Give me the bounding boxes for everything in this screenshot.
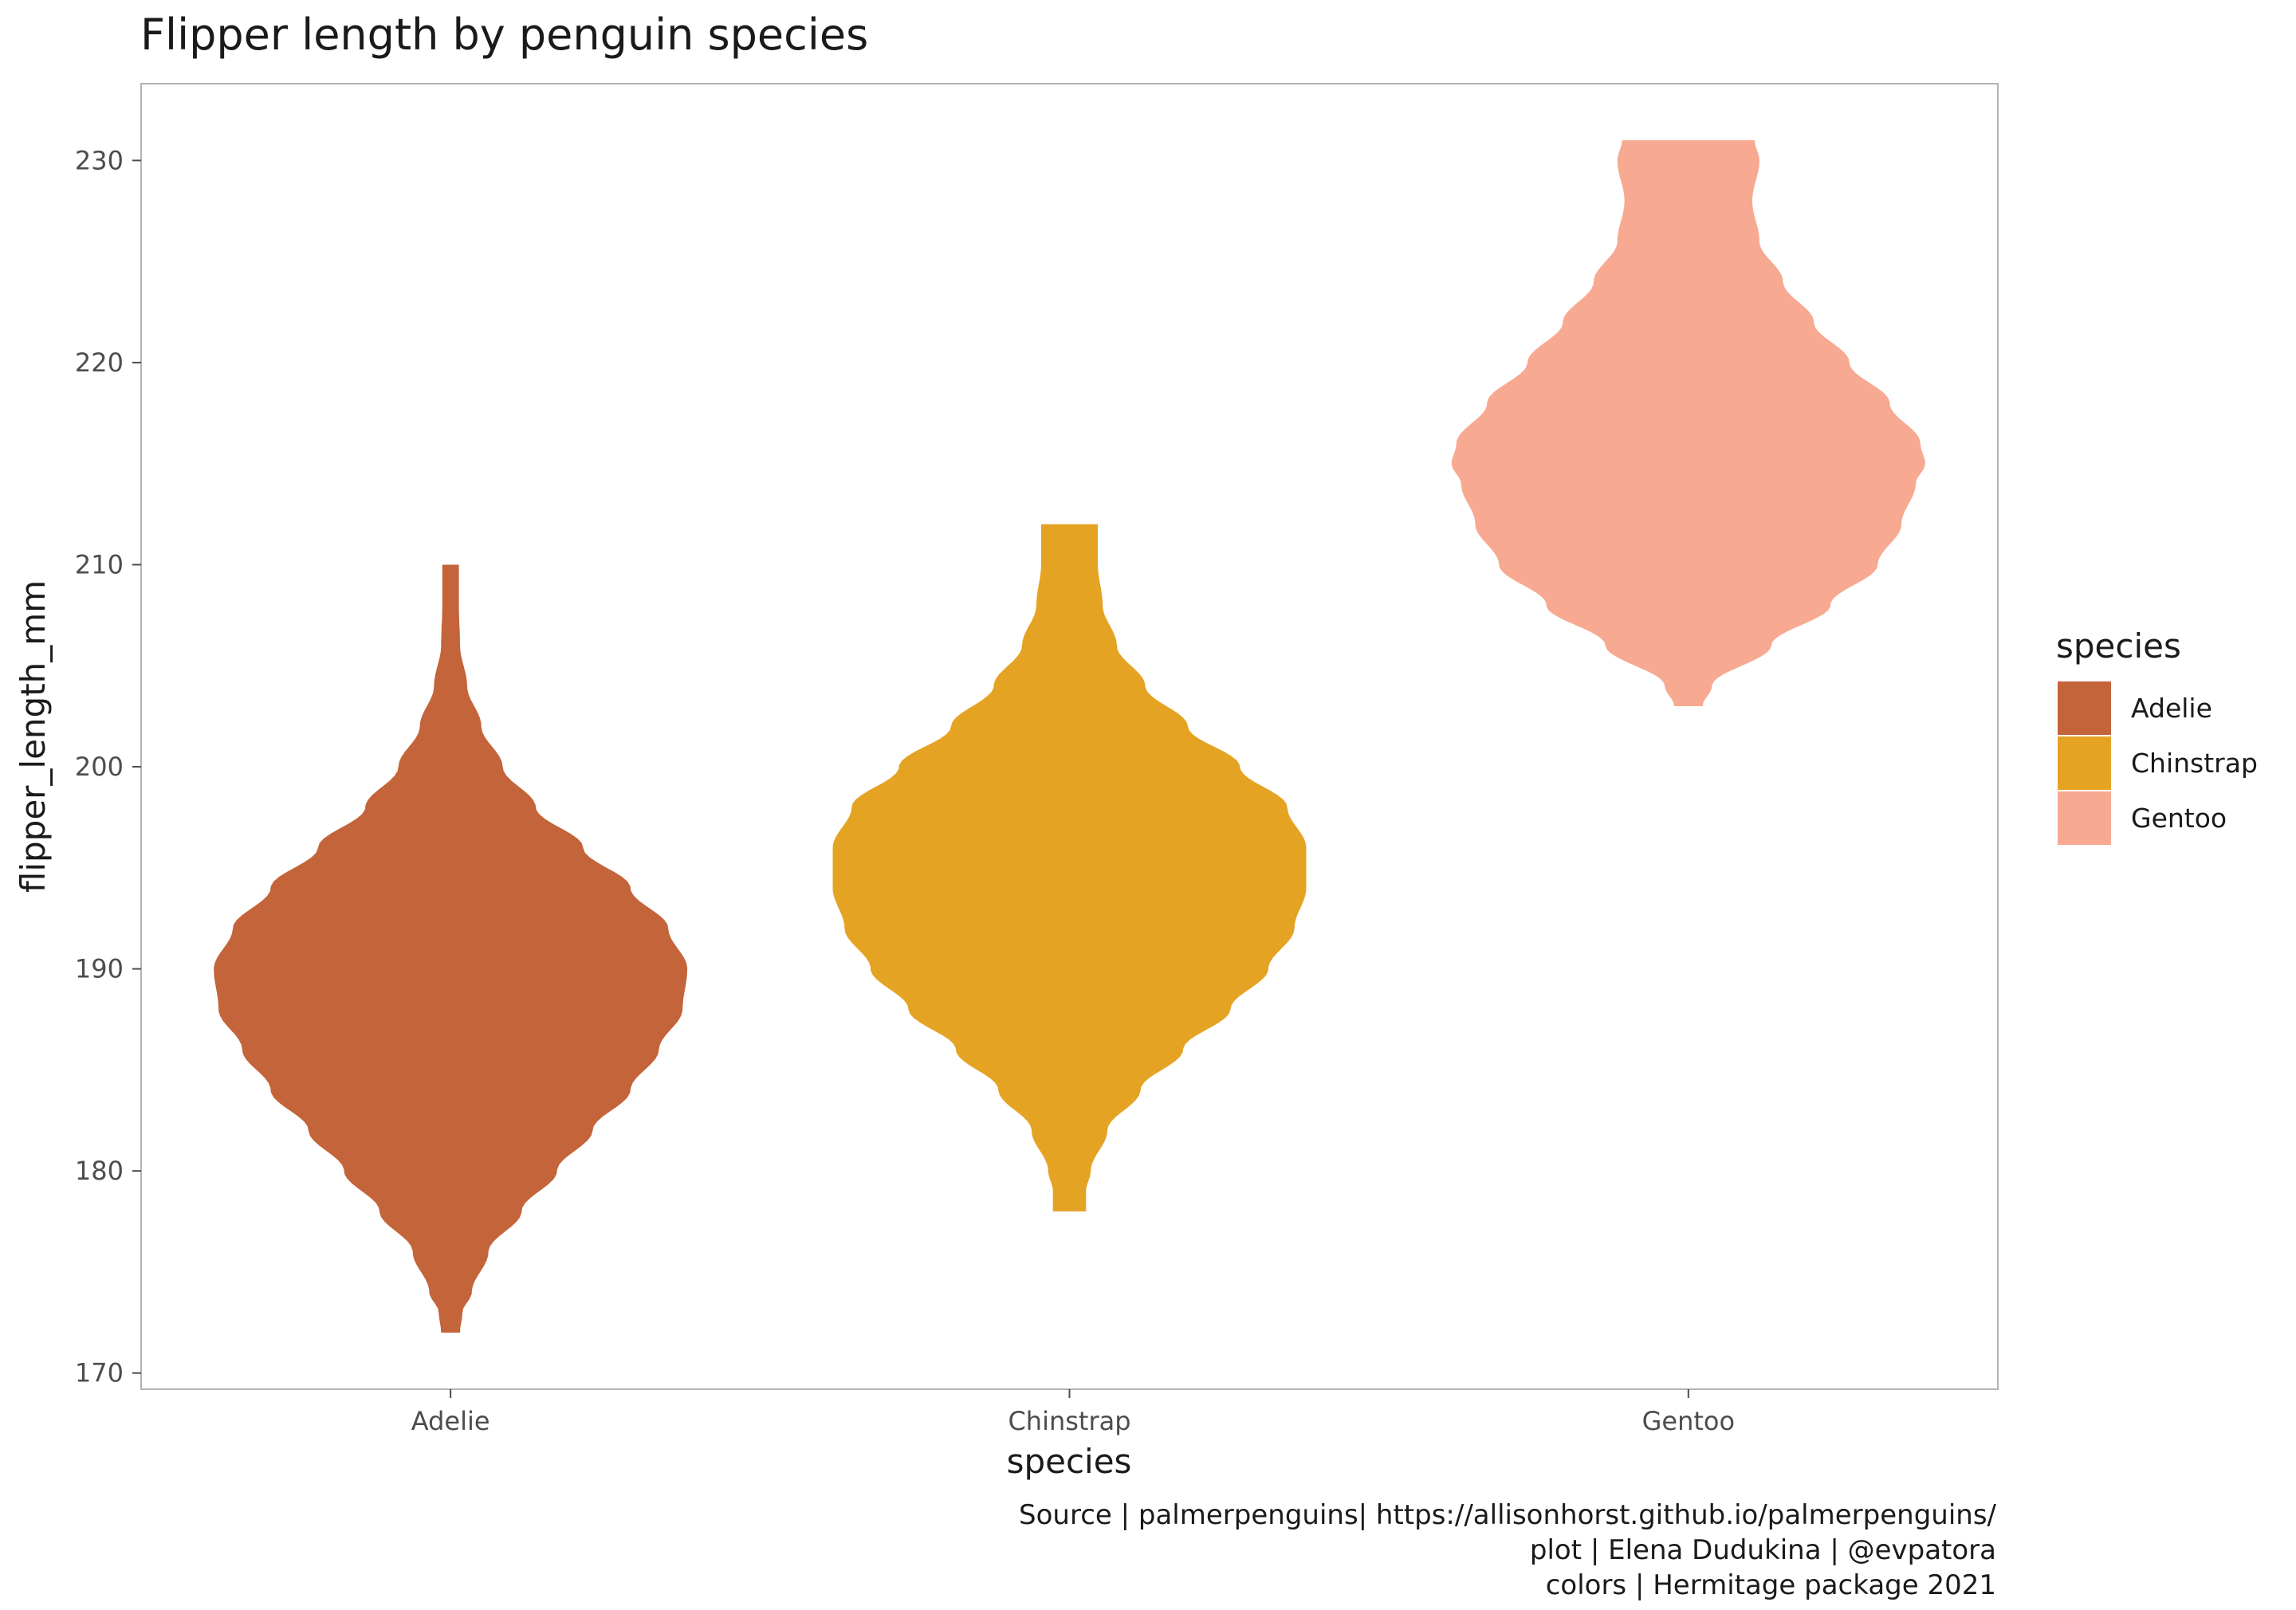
x-axis-title: species <box>1007 1442 1132 1481</box>
legend-swatch-adelie <box>2058 681 2111 735</box>
y-tick-label-180: 180 <box>75 1156 124 1186</box>
violin-layer <box>214 140 1925 1333</box>
y-tick-label-200: 200 <box>75 752 124 782</box>
legend-swatch-gentoo <box>2058 791 2111 845</box>
caption: Source | palmerpenguins| https://allison… <box>1019 1499 1996 1601</box>
caption-line-plot: plot | Elena Dudukina | @evpatora <box>1530 1534 1996 1566</box>
y-tick-label-210: 210 <box>75 549 124 579</box>
y-axis-title: flipper_length_mm <box>14 580 53 893</box>
legend-label-adelie: Adelie <box>2131 693 2212 724</box>
caption-line-colors: colors | Hermitage package 2021 <box>1546 1569 1996 1601</box>
x-tick-label-adelie: Adelie <box>411 1406 490 1436</box>
x-tick-label-chinstrap: Chinstrap <box>1008 1406 1130 1436</box>
caption-line-source: Source | palmerpenguins| https://allison… <box>1019 1499 1996 1531</box>
legend-title: species <box>2056 626 2181 666</box>
legend-label-gentoo: Gentoo <box>2131 803 2227 834</box>
chart-title: Flipper length by penguin species <box>140 10 868 60</box>
y-tick-label-170: 170 <box>75 1358 124 1388</box>
y-axis: 170 180 190 200 210 220 230 <box>75 145 141 1388</box>
y-tick-label-190: 190 <box>75 954 124 984</box>
violin-gentoo <box>1451 140 1925 706</box>
y-tick-label-230: 230 <box>75 145 124 175</box>
violin-adelie <box>214 564 688 1333</box>
x-axis: Adelie Chinstrap Gentoo <box>411 1389 1735 1436</box>
legend: species Adelie Chinstrap Gentoo <box>2056 626 2258 845</box>
violin-chinstrap <box>832 524 1307 1211</box>
legend-swatch-chinstrap <box>2058 736 2111 790</box>
legend-label-chinstrap: Chinstrap <box>2131 748 2258 779</box>
y-tick-label-220: 220 <box>75 348 124 378</box>
x-tick-label-gentoo: Gentoo <box>1642 1406 1735 1436</box>
